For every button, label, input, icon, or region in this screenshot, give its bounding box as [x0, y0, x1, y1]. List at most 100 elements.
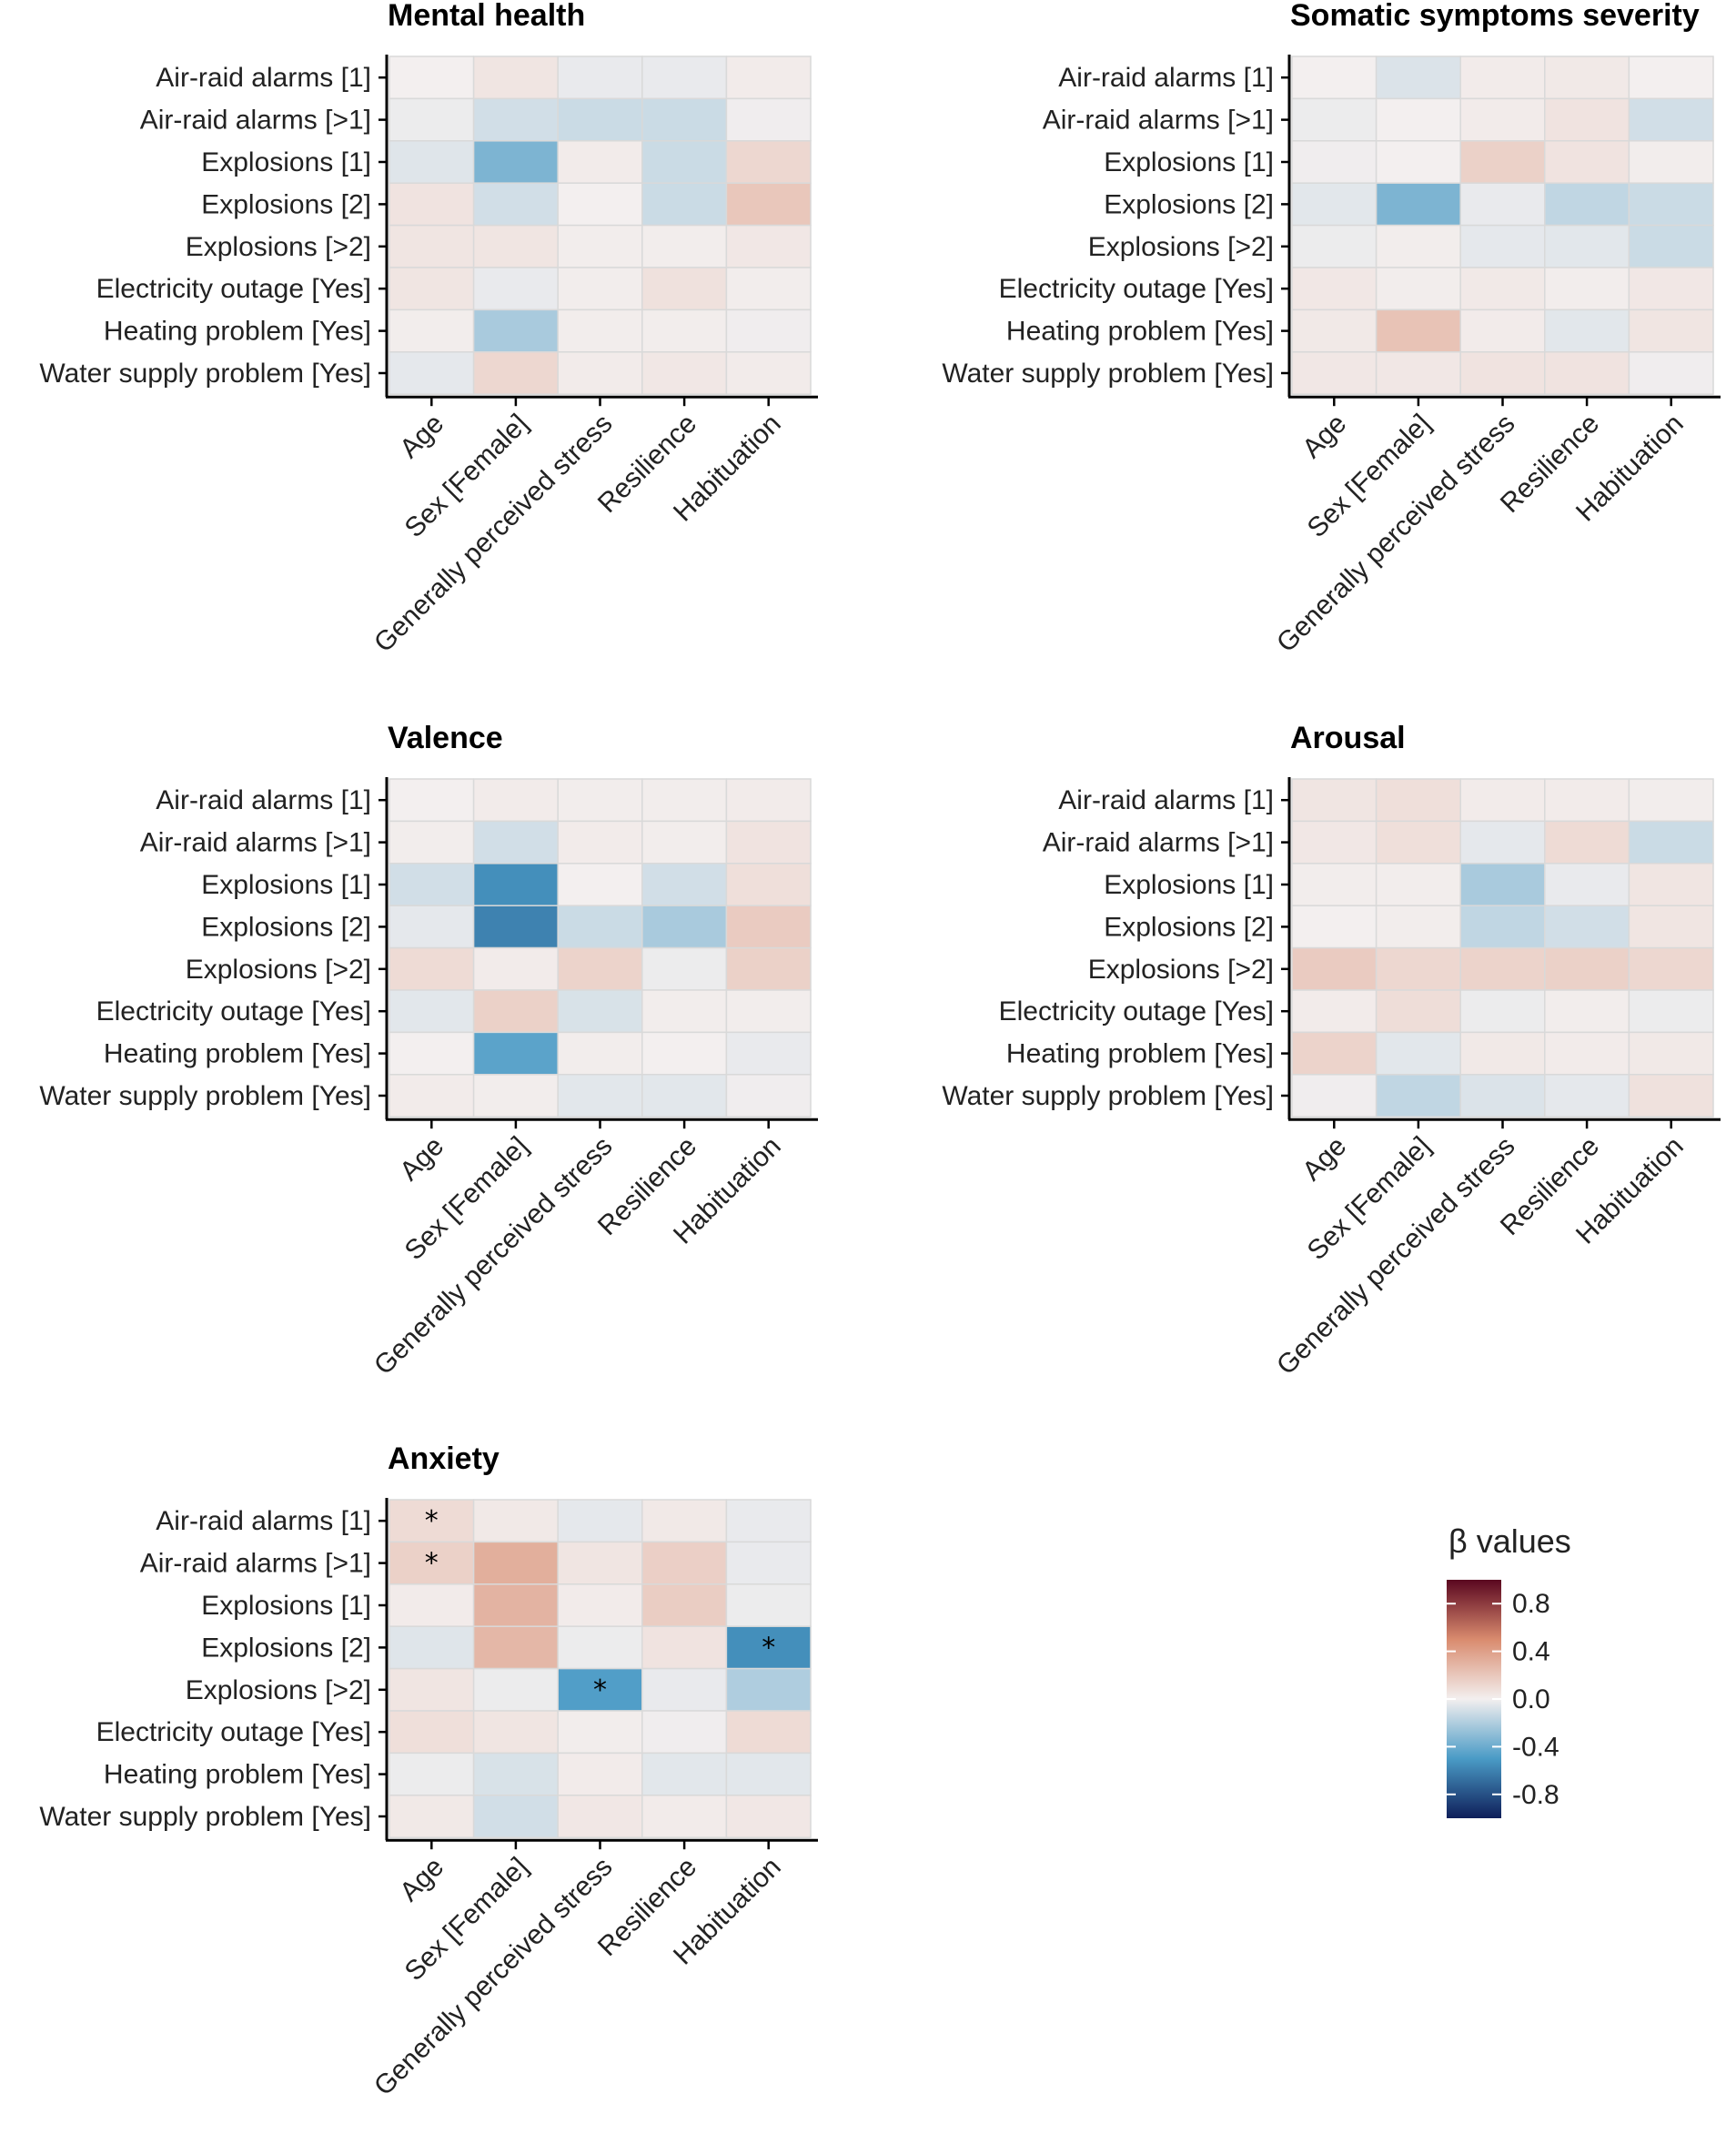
heatmap-cell — [725, 1499, 812, 1543]
heatmap-cell — [725, 989, 812, 1034]
heatmap-cell — [1291, 267, 1378, 311]
heatmap-cell — [389, 308, 475, 353]
heatmap-cell — [1459, 820, 1546, 865]
row-label: Explosions [1] — [201, 147, 371, 177]
heatmap-cell — [557, 820, 643, 865]
row-label: Air-raid alarms [>1] — [1043, 828, 1274, 858]
heatmap-cell — [472, 778, 559, 823]
row-label: Air-raid alarms [1] — [1058, 785, 1274, 815]
heatmap-cell — [725, 140, 812, 184]
heatmap-cell — [725, 224, 812, 268]
heatmap-cell — [1375, 863, 1461, 906]
legend: β values 0.8 0.4 0.0 -0.4 -0.8 — [1447, 1522, 1571, 1818]
heatmap-cell — [1459, 97, 1546, 142]
heatmap-cell — [1459, 224, 1546, 268]
heatmap-cell — [1628, 1031, 1714, 1076]
heatmap-cell — [641, 1074, 728, 1118]
heatmap-cell — [472, 989, 559, 1034]
heatmap-cell — [725, 905, 812, 949]
heatmap-cell — [1459, 905, 1546, 949]
heatmap-cell — [1375, 778, 1461, 823]
heatmap-cell — [1375, 820, 1461, 865]
heatmap-cell — [641, 1752, 728, 1796]
heatmap-cell — [389, 989, 475, 1034]
panel-3: Valence Air-raid alarms [1] Air-raid alarm… — [39, 721, 818, 1381]
significance-star: * — [425, 1505, 439, 1537]
heatmap-cell — [557, 182, 643, 227]
heatmap-cell — [725, 267, 812, 311]
heatmap-cell — [725, 778, 812, 823]
heatmap-cell — [1291, 224, 1378, 268]
row-label: Air-raid alarms [1] — [156, 1506, 371, 1536]
heatmap-cell — [389, 224, 475, 268]
heatmap-cell — [472, 1499, 559, 1543]
heatmap-cell — [389, 182, 475, 227]
heatmap-cell — [1628, 946, 1714, 991]
heatmap-cell — [472, 56, 559, 100]
heatmap-cell — [641, 1667, 728, 1712]
panel-1: Mental health Air-raid alarms [1] Air-raid… — [39, 0, 818, 658]
heatmap-cell — [472, 1541, 559, 1585]
heatmap-cell — [1628, 267, 1714, 311]
heatmap-cell — [1459, 1074, 1546, 1118]
heatmap-cell — [725, 56, 812, 100]
heatmap-cell — [557, 989, 643, 1034]
heatmap-cell — [1459, 989, 1546, 1034]
row-label: Explosions [2] — [1104, 912, 1274, 942]
heatmap-cell — [1375, 267, 1461, 311]
heatmap-cell — [557, 308, 643, 353]
heatmap-cell — [557, 778, 643, 823]
heatmap-cell — [1291, 863, 1378, 906]
panel-title: Mental health — [388, 0, 585, 33]
heatmap-cell — [1628, 182, 1714, 227]
row-label: Electricity outage [Yes] — [96, 996, 371, 1027]
heatmap-cell — [1628, 778, 1714, 823]
row-label: Air-raid alarms [>1] — [140, 828, 371, 858]
heatmap-cell — [1291, 820, 1378, 865]
heatmap-cell — [1628, 140, 1714, 184]
heatmap-cell — [1544, 97, 1630, 142]
heatmap-cell — [1291, 946, 1378, 991]
row-label: Explosions [>2] — [1088, 232, 1274, 262]
heatmap-cell — [1544, 1074, 1630, 1118]
row-label: Explosions [2] — [201, 189, 371, 219]
row-label: Water supply problem [Yes] — [39, 1081, 371, 1111]
row-label: Heating problem [Yes] — [104, 1760, 371, 1790]
heatmap-cell — [1544, 267, 1630, 311]
heatmap-cell — [1544, 863, 1630, 906]
heatmap-cell — [725, 1710, 812, 1755]
heatmap-cell — [725, 182, 812, 227]
row-label: Air-raid alarms [>1] — [140, 106, 371, 136]
row-label: Electricity outage [Yes] — [999, 996, 1274, 1027]
heatmap-cell — [1375, 97, 1461, 142]
heatmap-cell — [641, 820, 728, 865]
row-label: Air-raid alarms [1] — [156, 785, 371, 815]
heatmap-cell — [389, 1795, 475, 1838]
panel-title: Valence — [388, 721, 503, 755]
heatmap-cell — [641, 56, 728, 100]
heatmap-cell — [472, 1074, 559, 1118]
heatmap-cell — [1375, 1074, 1461, 1118]
heatmap-cell — [472, 308, 559, 353]
heatmap-cell — [389, 1710, 475, 1755]
row-label: Water supply problem [Yes] — [39, 1802, 371, 1832]
heatmap-cell — [641, 863, 728, 906]
heatmap-cell — [557, 1074, 643, 1118]
heatmap-cell — [1375, 989, 1461, 1034]
heatmap-cell — [641, 1583, 728, 1627]
heatmap-cell — [1291, 1031, 1378, 1076]
heatmap-cell — [1459, 946, 1546, 991]
heatmap-cell — [389, 820, 475, 865]
heatmap-cell — [1375, 946, 1461, 991]
heatmap-cell — [1291, 778, 1378, 823]
heatmap-cell — [557, 97, 643, 142]
heatmap-cell — [1291, 56, 1378, 100]
heatmap-cell — [557, 267, 643, 311]
heatmap-cell — [1628, 351, 1714, 395]
row-label: Explosions [>2] — [186, 955, 371, 985]
heatmap-cell — [472, 351, 559, 395]
heatmap-cell — [472, 1752, 559, 1796]
heatmap-cell — [557, 1625, 643, 1670]
heatmap-cell — [725, 863, 812, 906]
row-label: Explosions [2] — [201, 1633, 371, 1663]
